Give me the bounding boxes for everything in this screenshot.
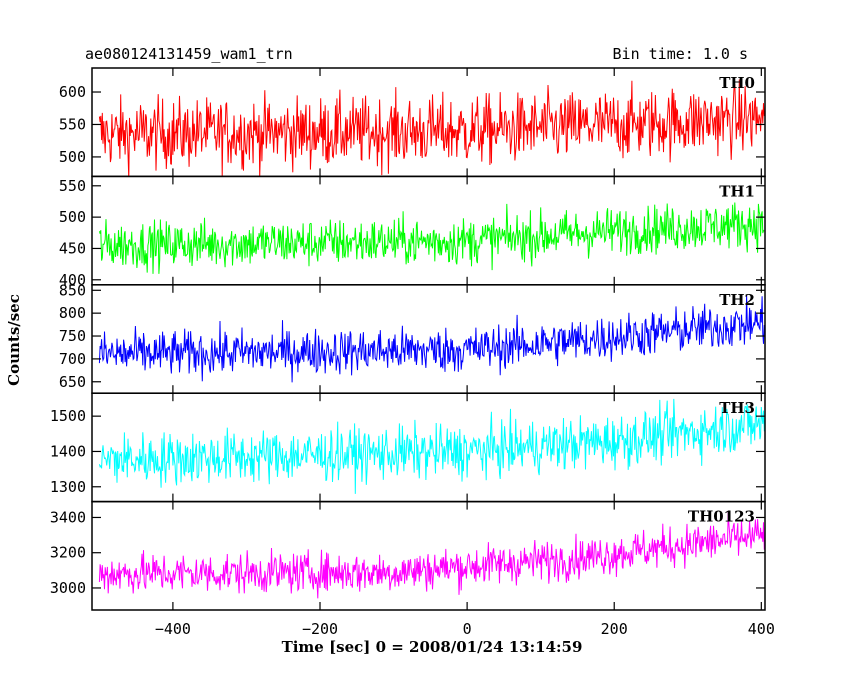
- series-th1-trace: [98, 202, 765, 274]
- panel-frame: [91, 284, 766, 394]
- series-th2-line: [98, 294, 765, 383]
- series-label: TH1: [719, 182, 755, 200]
- y-tick-label: 1500: [50, 407, 86, 425]
- y-tick-label: 700: [59, 350, 86, 368]
- series-th1-line: [98, 202, 765, 274]
- series-th3-trace: [98, 398, 765, 494]
- x-axis-label: Time [sec] 0 = 2008/01/24 13:14:59: [281, 638, 583, 656]
- series-label: TH0123: [688, 508, 755, 526]
- panel-frame: [91, 500, 766, 611]
- series-th3-line: [98, 398, 765, 494]
- series-th0-trace: [98, 79, 765, 177]
- y-tick-label: 3200: [50, 544, 86, 562]
- y-axis-label: Counts/sec: [5, 294, 23, 386]
- x-tick-label: −400: [155, 620, 191, 638]
- y-tick-label: 650: [59, 373, 86, 391]
- series-th0123-line: [98, 512, 765, 599]
- series-label: TH0: [719, 74, 755, 92]
- y-tick-label: 550: [59, 115, 86, 133]
- y-tick-label: 1300: [50, 478, 86, 496]
- y-tick-label: 1400: [50, 442, 86, 460]
- y-tick-label: 850: [59, 281, 86, 299]
- series-label: TH2: [719, 291, 755, 309]
- chart-title: ae080124131459_wam1_trn: [85, 45, 293, 63]
- y-tick-label: 450: [59, 239, 86, 257]
- series-th0123-trace: [98, 512, 765, 599]
- y-tick-label: 600: [59, 83, 86, 101]
- y-tick-label: 800: [59, 304, 86, 322]
- y-tick-label: 3400: [50, 508, 86, 526]
- y-tick-label: 400: [59, 271, 86, 289]
- series-th2-trace: [98, 294, 765, 383]
- x-tick-label: 400: [748, 620, 775, 638]
- y-tick-label: 3000: [50, 579, 86, 597]
- series-label: TH3: [719, 399, 755, 417]
- y-tick-label: 550: [59, 177, 86, 195]
- bin-time-label: Bin time: 1.0 s: [612, 45, 748, 63]
- x-tick-label: −200: [302, 620, 338, 638]
- y-tick-label: 500: [59, 208, 86, 226]
- y-tick-label: 750: [59, 327, 86, 345]
- y-tick-label: 500: [59, 148, 86, 166]
- x-tick-label: 200: [601, 620, 628, 638]
- x-tick-label: 0: [463, 620, 472, 638]
- series-th0-line: [98, 79, 765, 177]
